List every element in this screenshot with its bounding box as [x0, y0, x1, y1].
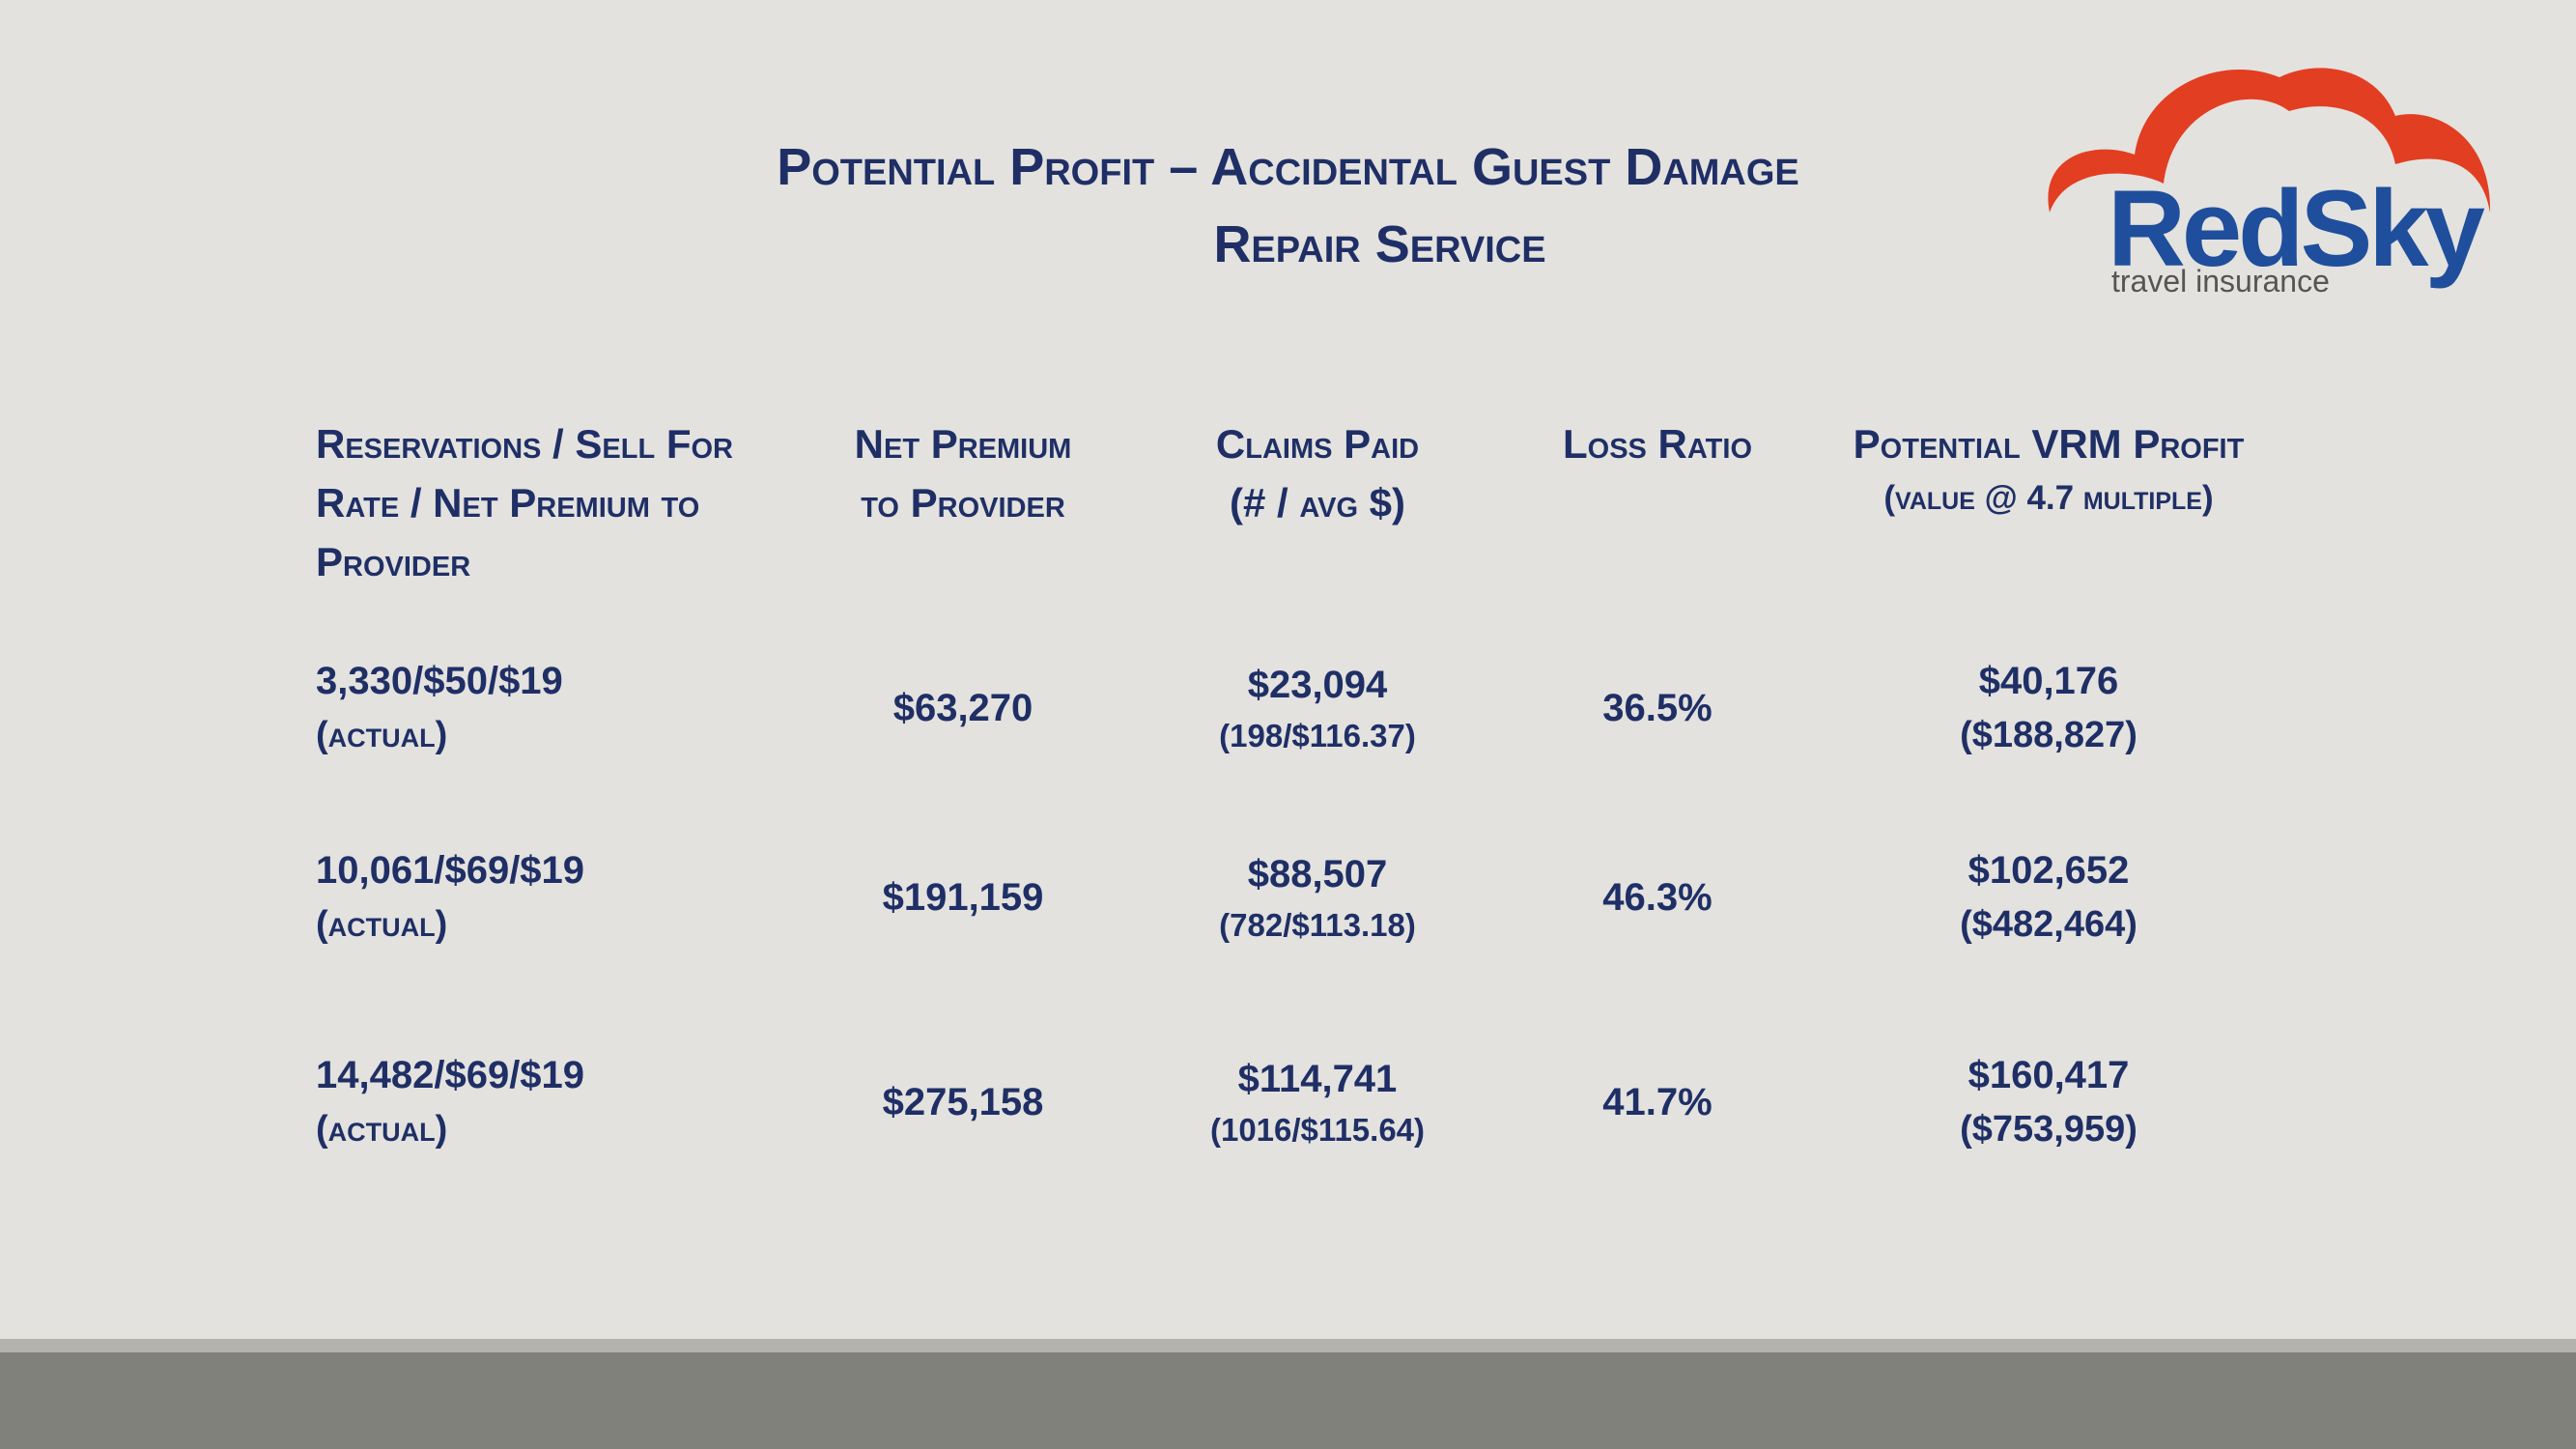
header-cell-line: Loss Ratio [1562, 421, 1753, 467]
header-cell-line: to Provider [861, 479, 1065, 526]
table-cell: 10,061/$69/$19 (actual) [316, 820, 857, 975]
table-cell-line: 3,330/$50/$19 [316, 660, 563, 703]
header-cell: Reservations / Sell For Rate / Net Premiu… [316, 415, 857, 609]
table-cell-line: $114,741 [1237, 1058, 1398, 1101]
table-cell-line: ($482,464) [1960, 904, 2137, 946]
table-cell-line: $275,158 [882, 1081, 1044, 1123]
table-cell: $160,417 ($753,959) [1807, 1025, 2290, 1179]
table-cell-line: (1016/$115.64) [1209, 1112, 1426, 1149]
table-cell-line: 41.7% [1602, 1081, 1713, 1123]
header-cell-line: (# / avg $) [1229, 479, 1406, 526]
header-cell-line: Rate / Net Premium to [316, 479, 700, 526]
table-cell: $114,741 (1016/$115.64) [1124, 1025, 1511, 1179]
table-cell: 46.3% [1513, 820, 1802, 975]
header-cell: Claims Paid (# / avg $) [1124, 415, 1511, 609]
table-cell: $102,652 ($482,464) [1807, 820, 2290, 975]
table-cell-line: $88,507 [1247, 853, 1388, 896]
table-cell-line: ($753,959) [1960, 1109, 2137, 1151]
header-cell: Loss Ratio [1513, 415, 1802, 609]
table-cell-line: (198/$116.37) [1219, 718, 1416, 754]
logo-cloud [2048, 68, 2491, 213]
table-cell-line: 10,061/$69/$19 [316, 849, 585, 893]
table-cell: $23,094 (198/$116.37) [1124, 631, 1511, 785]
header-cell-line: Provider [316, 538, 471, 584]
logo: RedSky travel insurance [2048, 68, 2491, 298]
table-cell: $275,158 [818, 1025, 1108, 1179]
table-cell: 41.7% [1513, 1025, 1802, 1179]
table-cell-line: $23,094 [1247, 664, 1388, 707]
header-cell-line: (value @ 4.7 multiple) [1883, 478, 2214, 517]
footer-bar [0, 1352, 2576, 1449]
header-cell-line: Potential VRM Profit [1853, 421, 2245, 467]
table-cell: 36.5% [1513, 631, 1802, 785]
table-cell-line: $63,270 [892, 687, 1033, 729]
title-line: Potential Profit – Accidental Guest Dama… [777, 138, 1799, 196]
header-cell-line: Reservations / Sell For [316, 421, 733, 467]
table-cell-line: $160,417 [1967, 1054, 2130, 1097]
table-cell: 14,482/$69/$19 (actual) [316, 1025, 857, 1179]
table-cell-line: $40,176 [1978, 660, 2119, 703]
table-cell-line: (actual) [316, 1109, 448, 1151]
table-cell-line: 46.3% [1602, 876, 1713, 919]
table-cell-line: (actual) [316, 715, 448, 756]
header-cell-line: Net Premium [854, 421, 1072, 467]
footer-stripe [0, 1339, 2576, 1352]
header-cell: Potential VRM Profit (value @ 4.7 multipl… [1807, 415, 2290, 609]
table-cell: $40,176 ($188,827) [1807, 631, 2290, 785]
table-cell-line: (782/$113.18) [1219, 907, 1416, 944]
table-cell: $88,507 (782/$113.18) [1124, 820, 1511, 975]
table-cell-line: 14,482/$69/$19 [316, 1054, 585, 1097]
table-cell-line: ($188,827) [1960, 715, 2137, 756]
table-cell-line: $191,159 [882, 876, 1044, 919]
table-cell: $191,159 [818, 820, 1108, 975]
table-cell-line: $102,652 [1967, 849, 2130, 893]
logo-name: RedSky [2108, 168, 2485, 289]
table-cell: $63,270 [818, 631, 1108, 785]
table-cell-line: 36.5% [1602, 687, 1713, 729]
title-line: Repair Service [1213, 215, 1546, 273]
header-cell: Net Premium to Provider [818, 415, 1108, 609]
header-cell-line: Claims Paid [1215, 421, 1420, 467]
logo-tagline: travel insurance [2111, 264, 2330, 298]
table-cell: 3,330/$50/$19 (actual) [316, 631, 857, 785]
table-cell-line: (actual) [316, 904, 448, 946]
